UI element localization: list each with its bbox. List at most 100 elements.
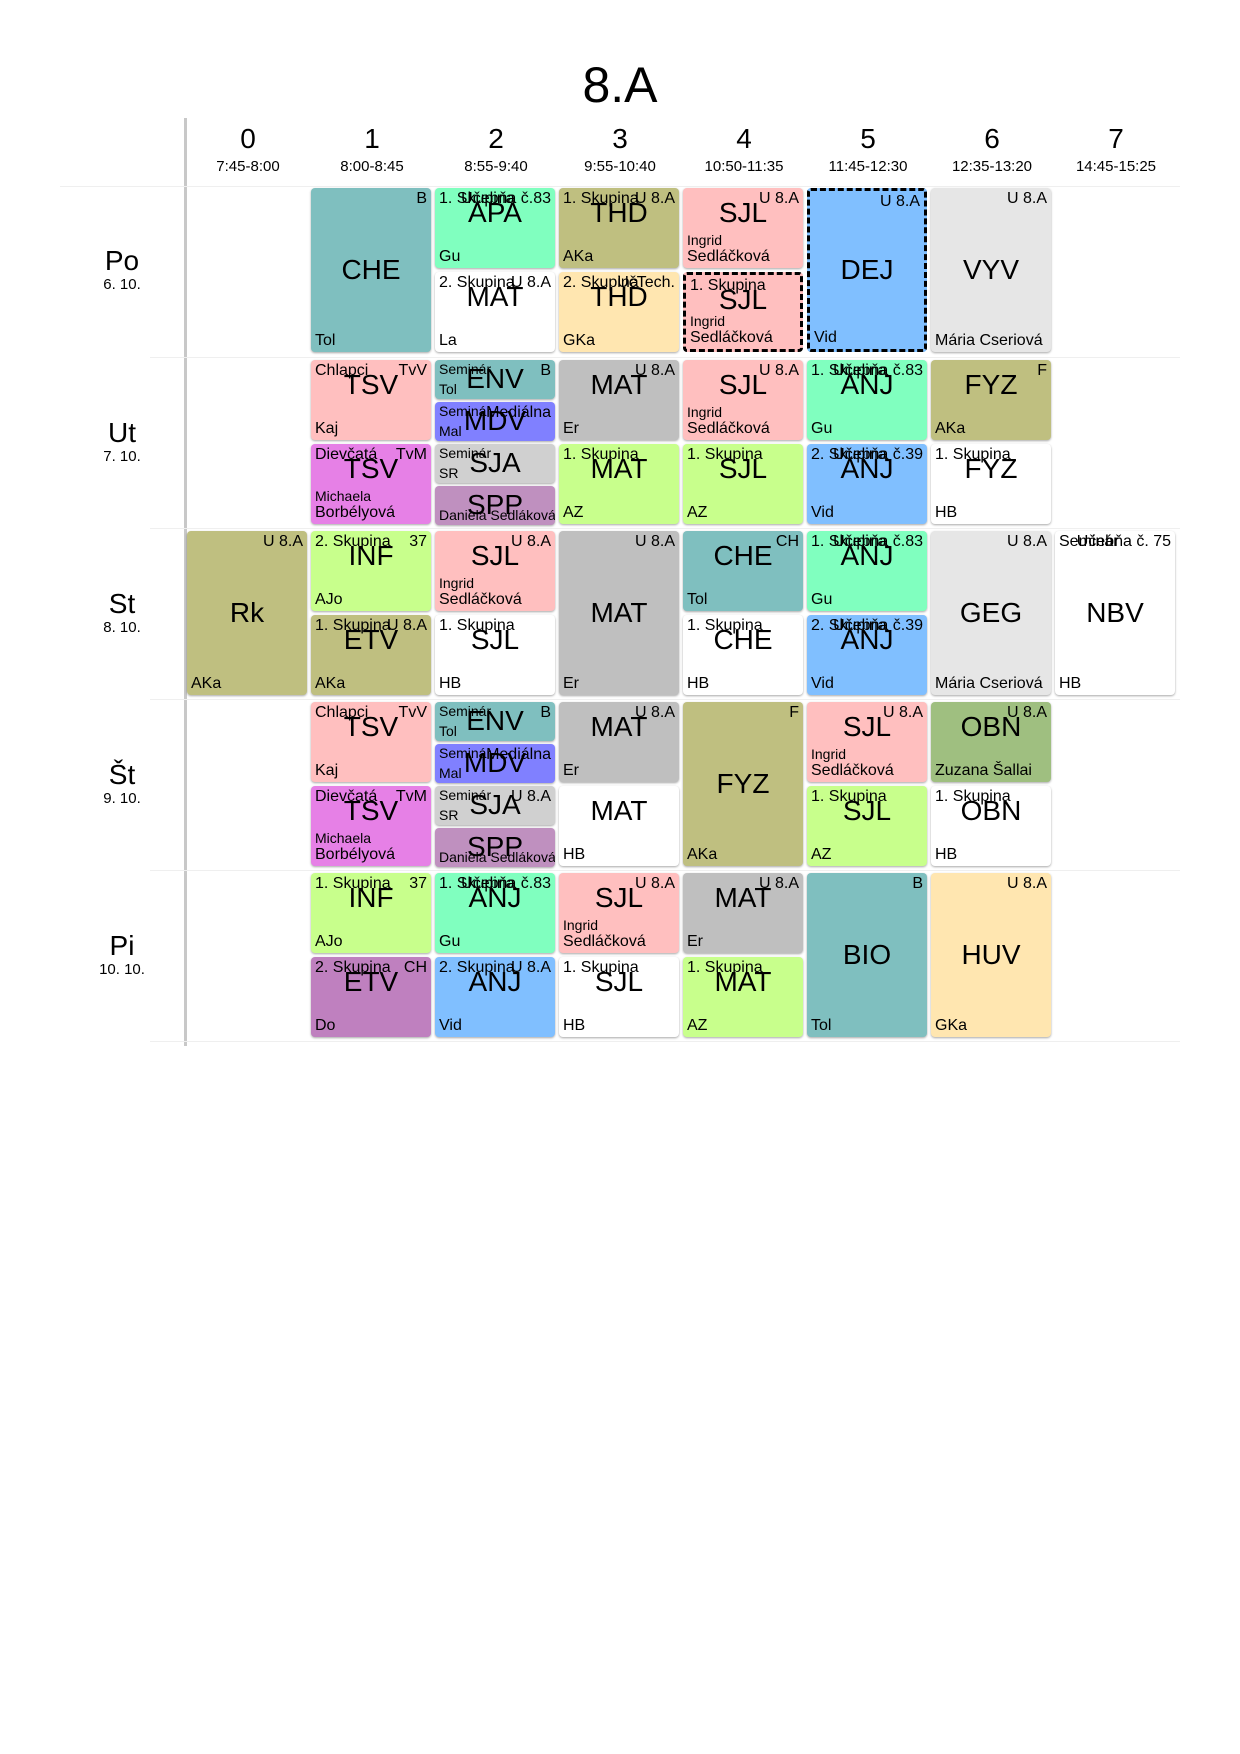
lesson-room: UčTech. [617,274,675,291]
lesson-subject: ANJ [840,369,894,400]
lesson-card[interactable]: Seminár SJA SR [435,444,555,483]
lesson-subject: FYZ [964,369,1018,400]
lesson-card[interactable]: U 8.A MAT Er [559,360,679,440]
lesson-group: Seminár [439,703,492,719]
lesson-room: B [912,875,923,892]
lesson-card[interactable]: 1. Skupina SJL Ingrid Sedláčková [683,272,803,352]
lesson-room: B [416,190,427,207]
period-time: 10:50-11:35 [704,158,784,175]
lesson-subject: ANJ [840,624,894,655]
day-date: 8. 10. [103,619,141,636]
lesson-card[interactable]: 2. Skupina U 8.A MAT La [435,272,555,352]
lesson-card[interactable]: 1. Skupina MAT AZ [683,957,803,1037]
lesson-group: Seminár [439,445,492,461]
lesson-card[interactable]: 2. Skupina U 8.A ANJ Vid [435,957,555,1037]
lesson-subject: VYV [962,254,1020,285]
lesson-room: U 8.A [262,533,303,550]
lesson-group: 1. Skupina [935,788,1011,805]
lesson-card[interactable]: 2. Skupina Učebňa č.39 ANJ Vid [807,444,927,524]
lesson-group: Chlapci [315,704,369,721]
lesson-card[interactable]: U 8.A SJL Ingrid Sedláčková [683,188,803,268]
lesson-card[interactable]: U 8.A HUV GKa [931,873,1051,1037]
period-time: 9:55-10:40 [584,158,656,175]
lesson-room: U 8.A [1006,875,1047,892]
lesson-card[interactable]: F FYZ AKa [931,360,1051,440]
lesson-teacher: GKa [563,332,596,349]
lesson-card[interactable]: 1. Skupina SJL HB [435,615,555,695]
lesson-card[interactable]: U 8.A MAT Er [559,531,679,695]
lesson-card[interactable]: 1. Skupina Učebňa č.83 ANJ Gu [435,873,555,953]
lesson-group: Seminár [1059,533,1119,550]
lesson-card[interactable]: Seminár B ENV Tol [435,360,555,399]
lesson-teacher-first: Michaela [315,830,372,846]
lesson-group: 1. Skupina [687,959,763,976]
lesson-subject: HUV [961,939,1021,970]
lesson-teacher: HB [439,675,462,692]
lesson-subject: SJL [842,795,892,826]
lesson-group: 1. Skupina [439,875,515,892]
lesson-card[interactable]: 1. Skupina SJL AZ [807,786,927,866]
day-name: Po [104,245,140,276]
lesson-card[interactable]: U 8.A Rk AKa [187,531,307,695]
lesson-card[interactable]: 1. Skupina Učebňa č.83 ANJ Gu [807,360,927,440]
lesson-card[interactable]: U 8.A SJL Ingrid Sedláčková [559,873,679,953]
lesson-card[interactable]: 1. Skupina U 8.A THD AKa [559,188,679,268]
lesson-subject: OBN [960,711,1022,742]
lesson-group: Seminár [439,787,492,803]
lesson-room: CH [775,533,799,550]
lesson-card[interactable]: B CHE Tol [311,188,431,352]
lesson-card[interactable]: 1. Skupina SJL HB [559,957,679,1037]
lesson-card[interactable]: Seminár Mediálna MDV Mal [435,744,555,783]
lesson-card[interactable]: U 8.A MAT Er [559,702,679,782]
lesson-room: U 8.A [634,533,675,550]
lesson-subject: DEJ [840,254,894,285]
day-header: Po 6. 10. [62,246,182,294]
lesson-card[interactable]: 1. Skupina Učebňa č.83 ANJ Gu [807,531,927,611]
lesson-card[interactable]: U 8.A SJL Ingrid Sedláčková [435,531,555,611]
lesson-card[interactable]: 1. Skupina CHE HB [683,615,803,695]
lesson-card[interactable]: F FYZ AKa [683,702,803,866]
day-column-divider [184,118,187,1046]
lesson-card[interactable]: MAT HB [559,786,679,866]
lesson-card[interactable]: Dievčatá TvM TSV Michaela Borbélyová [311,786,431,866]
row-divider [150,699,1180,700]
lesson-subject: INF [348,882,394,913]
lesson-card[interactable]: Dievčatá TvM TSV Michaela Borbélyová [311,444,431,524]
lesson-subject: ANJ [468,966,522,997]
lesson-card[interactable]: Chlapci TvV TSV Kaj [311,360,431,440]
lesson-teacher: HB [563,846,586,863]
lesson-card[interactable]: CH CHE Tol [683,531,803,611]
lesson-card[interactable]: U 8.A OBN Zuzana Šallai [931,702,1051,782]
lesson-teacher: Vid [439,1017,462,1034]
lesson-card[interactable]: Chlapci TvV TSV Kaj [311,702,431,782]
lesson-card[interactable]: Seminár Učebňa č. 75 NBV HB [1055,531,1175,695]
lesson-card[interactable]: U 8.A SJL Ingrid Sedláčková [683,360,803,440]
lesson-card[interactable]: 2. Skupina UčTech. THD GKa [559,272,679,352]
lesson-card[interactable]: U 8.A SJL Ingrid Sedláčková [807,702,927,782]
lesson-teacher: Tol [439,723,457,739]
lesson-card[interactable]: 1. Skupina Učebňa č.83 APA Gu [435,188,555,268]
lesson-subject: MAT [466,281,524,312]
lesson-card[interactable]: 2. Skupina 37 INF AJo [311,531,431,611]
lesson-card[interactable]: 1. Skupina U 8.A ETV AKa [311,615,431,695]
lesson-card[interactable]: U 8.A GEG Mária Cseriová [931,531,1051,695]
lesson-teacher-first: Ingrid [811,746,847,762]
lesson-subject: CHE [713,624,773,655]
lesson-card[interactable]: Seminár B ENV Tol [435,702,555,741]
lesson-card[interactable]: 1. Skupina MAT AZ [559,444,679,524]
lesson-card[interactable]: 2. Skupina CH ETV Do [311,957,431,1037]
lesson-card[interactable]: 1. Skupina SJL AZ [683,444,803,524]
lesson-card[interactable]: U 8.A DEJ Vid [807,188,927,352]
lesson-card[interactable]: 1. Skupina FYZ HB [931,444,1051,524]
lesson-card[interactable]: U 8.A VYV Mária Cseriová [931,188,1051,352]
lesson-card[interactable]: 2. Skupina Učebňa č.39 ANJ Vid [807,615,927,695]
lesson-card[interactable]: Seminár U 8.A SJA SR [435,786,555,825]
lesson-card[interactable]: B BIO Tol [807,873,927,1037]
lesson-card[interactable]: Seminár Mediálna MDV Mal [435,402,555,441]
lesson-card[interactable]: SPP Daniela Sedláková [435,828,555,867]
lesson-card[interactable]: 1. Skupina 37 INF AJo [311,873,431,953]
lesson-card[interactable]: U 8.A MAT Er [683,873,803,953]
lesson-card[interactable]: SPP Daniela Sedláková [435,486,555,525]
period-number: 6 [984,123,1000,154]
lesson-card[interactable]: 1. Skupina OBN HB [931,786,1051,866]
